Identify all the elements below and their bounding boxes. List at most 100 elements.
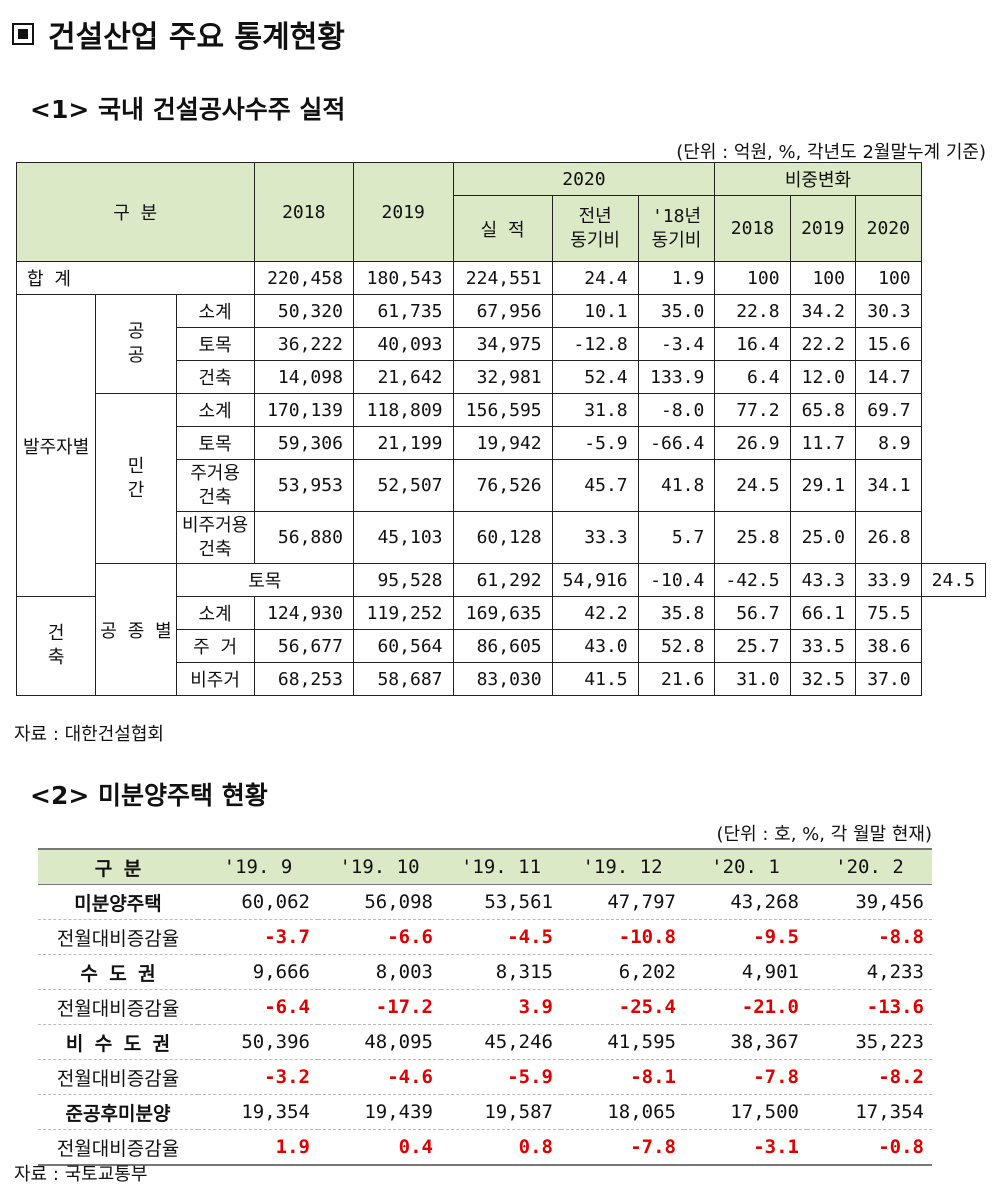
cell: -17.2 — [318, 989, 441, 1025]
cell: 180,543 — [352, 261, 454, 295]
row-type-civil: 공 종 별 토목 95,528 61,292 54,916 -10.4 -42.5 43.… — [17, 563, 987, 696]
cell: 224,551 — [452, 261, 553, 295]
construction-orders-table: 구 분 2018 2019 2020 비중변화 실 적 전년 동기비 '18년 동기… — [15, 162, 987, 696]
cell: 67,956 — [452, 294, 553, 328]
cell: 45,246 — [441, 1024, 561, 1060]
cell: 41,595 — [561, 1024, 684, 1060]
cell: 12.0 — [789, 360, 856, 394]
cell: 83,030 — [452, 662, 553, 696]
cell: 29.1 — [789, 459, 856, 512]
header-cell: '19. 12 — [561, 848, 684, 885]
cell: -3.1 — [684, 1129, 807, 1166]
cell: 61,735 — [352, 294, 454, 328]
cell: 24.5 — [920, 563, 987, 597]
header-actual: 실 적 — [452, 195, 553, 262]
cell: -10.4 — [637, 563, 716, 597]
cell: 34.2 — [789, 294, 856, 328]
row-label: 토목 — [175, 327, 255, 361]
cell: -3.2 — [198, 1059, 318, 1095]
label-total: 합 계 — [16, 261, 255, 295]
row-noncapital-mom: 전월대비증감율 -3.2 -4.6 -5.9 -8.1 -7.8 -8.2 — [38, 1059, 932, 1095]
header-2018: 2018 — [253, 162, 354, 262]
cell: 4,901 — [684, 954, 807, 990]
cell: 33.5 — [789, 629, 856, 663]
cell: 34,975 — [452, 327, 553, 361]
cell: 76,526 — [452, 459, 553, 512]
cell: 6,202 — [561, 954, 684, 990]
cell: 25.8 — [714, 511, 791, 564]
cell: 43.3 — [789, 563, 856, 597]
cell: 100 — [789, 261, 856, 295]
cell: 1.9 — [198, 1129, 318, 1166]
cell: 75.5 — [854, 596, 922, 630]
cell: 41.8 — [637, 459, 716, 512]
section1-source: 자료 : 대한건설협회 — [14, 724, 164, 745]
row-unsold-mom: 전월대비증감율 -3.7 -6.6 -4.5 -10.8 -9.5 -8.8 — [38, 919, 932, 955]
cell: 52,507 — [352, 459, 454, 512]
header-cell: '20. 1 — [684, 848, 807, 885]
label-by-client: 발주자별 — [15, 294, 97, 597]
cell: 54,916 — [551, 563, 639, 597]
header-gubun: 구 분 — [16, 162, 255, 262]
section2-unit: (단위 : 호, %, 각 월말 현재) — [716, 824, 932, 845]
cell: 45.7 — [551, 459, 639, 512]
cell: 8,003 — [318, 954, 441, 990]
row-label: 미분양주택 — [38, 884, 198, 920]
row-label: 전월대비증감율 — [38, 1129, 198, 1166]
cell: 60,062 — [198, 884, 318, 920]
row-public-building: 건축 14,098 21,642 32,981 52.4 133.9 6.4 12.0 14.… — [17, 360, 986, 394]
header-yoy: 전년 동기비 — [551, 195, 639, 262]
cell: 43.0 — [551, 629, 639, 663]
header-share: 비중변화 — [714, 162, 922, 196]
cell: -8.1 — [561, 1059, 684, 1095]
cell: 19,942 — [452, 426, 553, 460]
square-bullet-icon — [12, 23, 34, 45]
cell: 6.4 — [714, 360, 791, 394]
header-share-2019: 2019 — [789, 195, 856, 262]
cell: 21,642 — [352, 360, 454, 394]
cell: 14,098 — [253, 360, 354, 394]
cell: 25.7 — [714, 629, 791, 663]
cell: -8.8 — [807, 919, 932, 955]
cell: 86,605 — [452, 629, 553, 663]
cell: -4.5 — [441, 919, 561, 955]
cell: 24.4 — [551, 261, 639, 295]
cell: 34.1 — [854, 459, 922, 512]
header-cell: '20. 2 — [807, 848, 932, 885]
section2-heading: <2> 미분양주택 현황 — [30, 781, 268, 810]
header-cell: '19. 10 — [318, 848, 441, 885]
cell: 15.6 — [854, 327, 922, 361]
cell: 9,666 — [198, 954, 318, 990]
cell: -5.9 — [441, 1059, 561, 1095]
cell: -4.6 — [318, 1059, 441, 1095]
header-cell: '19. 11 — [441, 848, 561, 885]
cell: 5.7 — [637, 511, 716, 564]
row-label: 전월대비증감율 — [38, 919, 198, 955]
row-type-residential: 주 거 56,677 60,564 86,605 43.0 52.8 25.7 33.5 38… — [17, 629, 986, 663]
header-2019: 2019 — [352, 162, 454, 262]
cell: 169,635 — [452, 596, 553, 630]
cell: 220,458 — [253, 261, 354, 295]
row-label: 준공후미분양 — [38, 1094, 198, 1130]
cell: 66.1 — [789, 596, 856, 630]
cell: 156,595 — [452, 393, 553, 427]
cell: 22.8 — [714, 294, 791, 328]
row-total: 합 계 220,458 180,543 224,551 24.4 1.9 100 100 10… — [16, 261, 986, 295]
header-share-2018: 2018 — [714, 195, 791, 262]
row-noncapital: 비 수 도 권 50,396 48,095 45,246 41,595 38,367 35… — [38, 1024, 932, 1060]
cell: 52.4 — [551, 360, 639, 394]
row-completed-unsold: 준공후미분양 19,354 19,439 19,587 18,065 17,500 17,… — [38, 1094, 932, 1130]
row-label: 주거용 건축 — [175, 459, 255, 512]
cell: 133.9 — [637, 360, 716, 394]
row-type-nonresidential: 비주거 68,253 58,687 83,030 41.5 21.6 31.0 32.5 37… — [17, 662, 986, 696]
cell: 31.0 — [714, 662, 791, 696]
row-label: 전월대비증감율 — [38, 1059, 198, 1095]
row-capital-mom: 전월대비증감율 -6.4 -17.2 3.9 -25.4 -21.0 -13.6 — [38, 989, 932, 1025]
cell: 52.8 — [637, 629, 716, 663]
cell: 35.8 — [637, 596, 716, 630]
cell: 56,098 — [318, 884, 441, 920]
cell: 24.5 — [714, 459, 791, 512]
cell: 3.9 — [441, 989, 561, 1025]
row-label: 전월대비증감율 — [38, 989, 198, 1025]
